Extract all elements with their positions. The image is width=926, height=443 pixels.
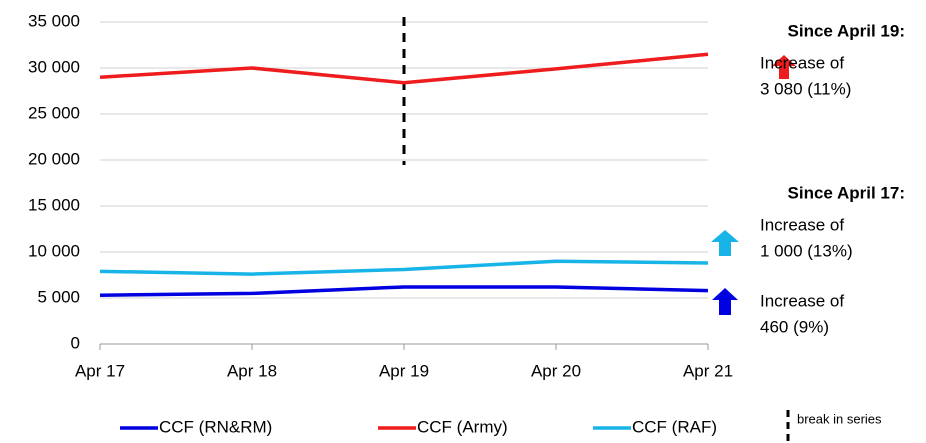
y-tick-label: 35 000 [28, 11, 80, 30]
annotation: 1 000 (13%) [760, 241, 853, 260]
x-tick-label: Apr 21 [683, 361, 733, 380]
legend-label: break in series [797, 411, 882, 426]
series-line [99, 259, 709, 276]
legend-label: CCF (RAF) [632, 417, 717, 436]
x-tick-label: Apr 19 [379, 361, 429, 380]
series-line [99, 285, 709, 297]
annotation: Since April 19: [788, 21, 905, 40]
y-tick-label: 15 000 [28, 195, 80, 214]
legend-label: CCF (Army) [417, 417, 508, 436]
annotation: 460 (9%) [760, 317, 829, 336]
series-line [99, 52, 709, 85]
y-tick-label: 10 000 [28, 241, 80, 260]
y-tick-label: 5 000 [37, 287, 80, 306]
annotation: Since April 17: [788, 183, 905, 202]
y-tick-label: 20 000 [28, 149, 80, 168]
arrow-icon [712, 288, 738, 315]
y-tick-label: 0 [71, 333, 80, 352]
legend-label: CCF (RN&RM) [159, 417, 272, 436]
arrow-icon [772, 55, 796, 79]
x-tick-label: Apr 17 [75, 361, 125, 380]
annotation: Increase of [760, 291, 844, 310]
y-tick-label: 30 000 [28, 57, 80, 76]
arrow-icon [711, 230, 739, 256]
x-tick-label: Apr 18 [227, 361, 277, 380]
annotation: Increase of [760, 53, 844, 72]
annotation: 3 080 (11%) [760, 79, 851, 98]
x-tick-label: Apr 20 [531, 361, 581, 380]
annotation: Increase of [760, 215, 844, 234]
y-tick-label: 25 000 [28, 103, 80, 122]
